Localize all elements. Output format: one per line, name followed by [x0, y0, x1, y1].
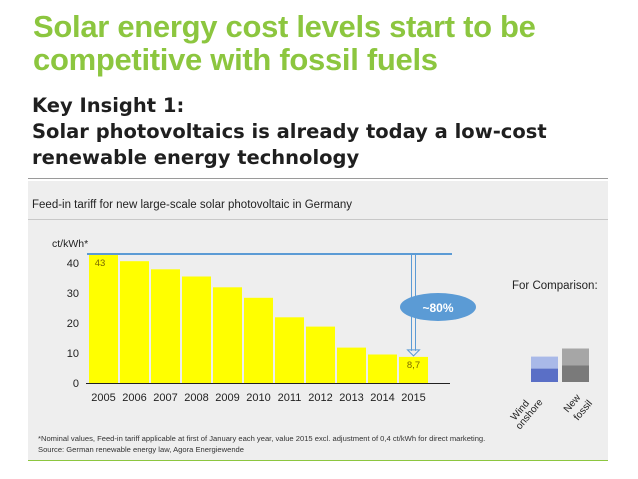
- bar-2008: [182, 276, 211, 383]
- x-tick-label: 2015: [401, 392, 425, 404]
- bar-2014: [368, 354, 397, 383]
- data-label-last: 8,7: [407, 360, 420, 371]
- comparison-range-1: [562, 348, 589, 366]
- y-tick-label: 10: [67, 348, 79, 360]
- comparison-base-1: [562, 365, 589, 382]
- x-tick-label: 2011: [278, 392, 302, 404]
- y-tick-label: 0: [73, 378, 79, 390]
- bar-2005: [89, 254, 118, 383]
- y-tick-label: 40: [67, 258, 79, 270]
- bar-2009: [213, 287, 242, 383]
- y-tick-label: 30: [67, 288, 79, 300]
- panel-divider: [28, 219, 608, 220]
- comparison-range-0: [531, 356, 558, 369]
- slide-title: Solar energy cost levels start to be com…: [33, 9, 536, 77]
- footnote: *Nominal values, Feed-in tariff applicab…: [38, 434, 598, 455]
- panel-title: Feed-in tariff for new large-scale solar…: [32, 199, 353, 211]
- key-insight: Key Insight 1: Solar photovoltaics is al…: [32, 93, 622, 171]
- bar-2012: [306, 326, 335, 383]
- x-tick-label: 2010: [246, 392, 270, 404]
- x-tick-label: 2014: [370, 392, 394, 404]
- x-tick-label: 2009: [215, 392, 239, 404]
- insight-heading: Key Insight 1:: [32, 94, 185, 117]
- data-label-first: 43: [95, 258, 106, 269]
- x-tick-label: 2007: [153, 392, 177, 404]
- x-tick-label: 2013: [339, 392, 363, 404]
- x-tick-label: 2006: [122, 392, 146, 404]
- comparison-base-0: [531, 368, 558, 382]
- x-tick-label: 2005: [91, 392, 115, 404]
- x-tick-label: 2008: [184, 392, 208, 404]
- footnote-line-2: Source: German renewable energy law, Ago…: [38, 444, 244, 454]
- bar-2013: [337, 347, 366, 383]
- divider: [28, 178, 608, 179]
- insight-line-2: renewable energy technology: [32, 146, 360, 169]
- bar-2010: [244, 297, 273, 383]
- bar-2015: [399, 356, 428, 383]
- y-axis-label: ct/kWh*: [52, 238, 88, 250]
- panel-bottom-rule: [28, 460, 608, 461]
- bar-2007: [151, 269, 180, 383]
- reduction-arrow-head: [406, 349, 421, 357]
- comparison-title: For Comparison:: [512, 280, 598, 292]
- footnote-line-1: *Nominal values, Feed-in tariff applicab…: [38, 434, 486, 443]
- bar-2006: [120, 261, 149, 383]
- reduction-callout: [400, 293, 476, 321]
- insight-line-1: Solar photovoltaics is already today a l…: [32, 120, 547, 143]
- y-tick-label: 20: [67, 318, 79, 330]
- bar-2011: [275, 317, 304, 383]
- reduction-callout-label: ~80%: [422, 301, 453, 315]
- x-tick-label: 2012: [308, 392, 332, 404]
